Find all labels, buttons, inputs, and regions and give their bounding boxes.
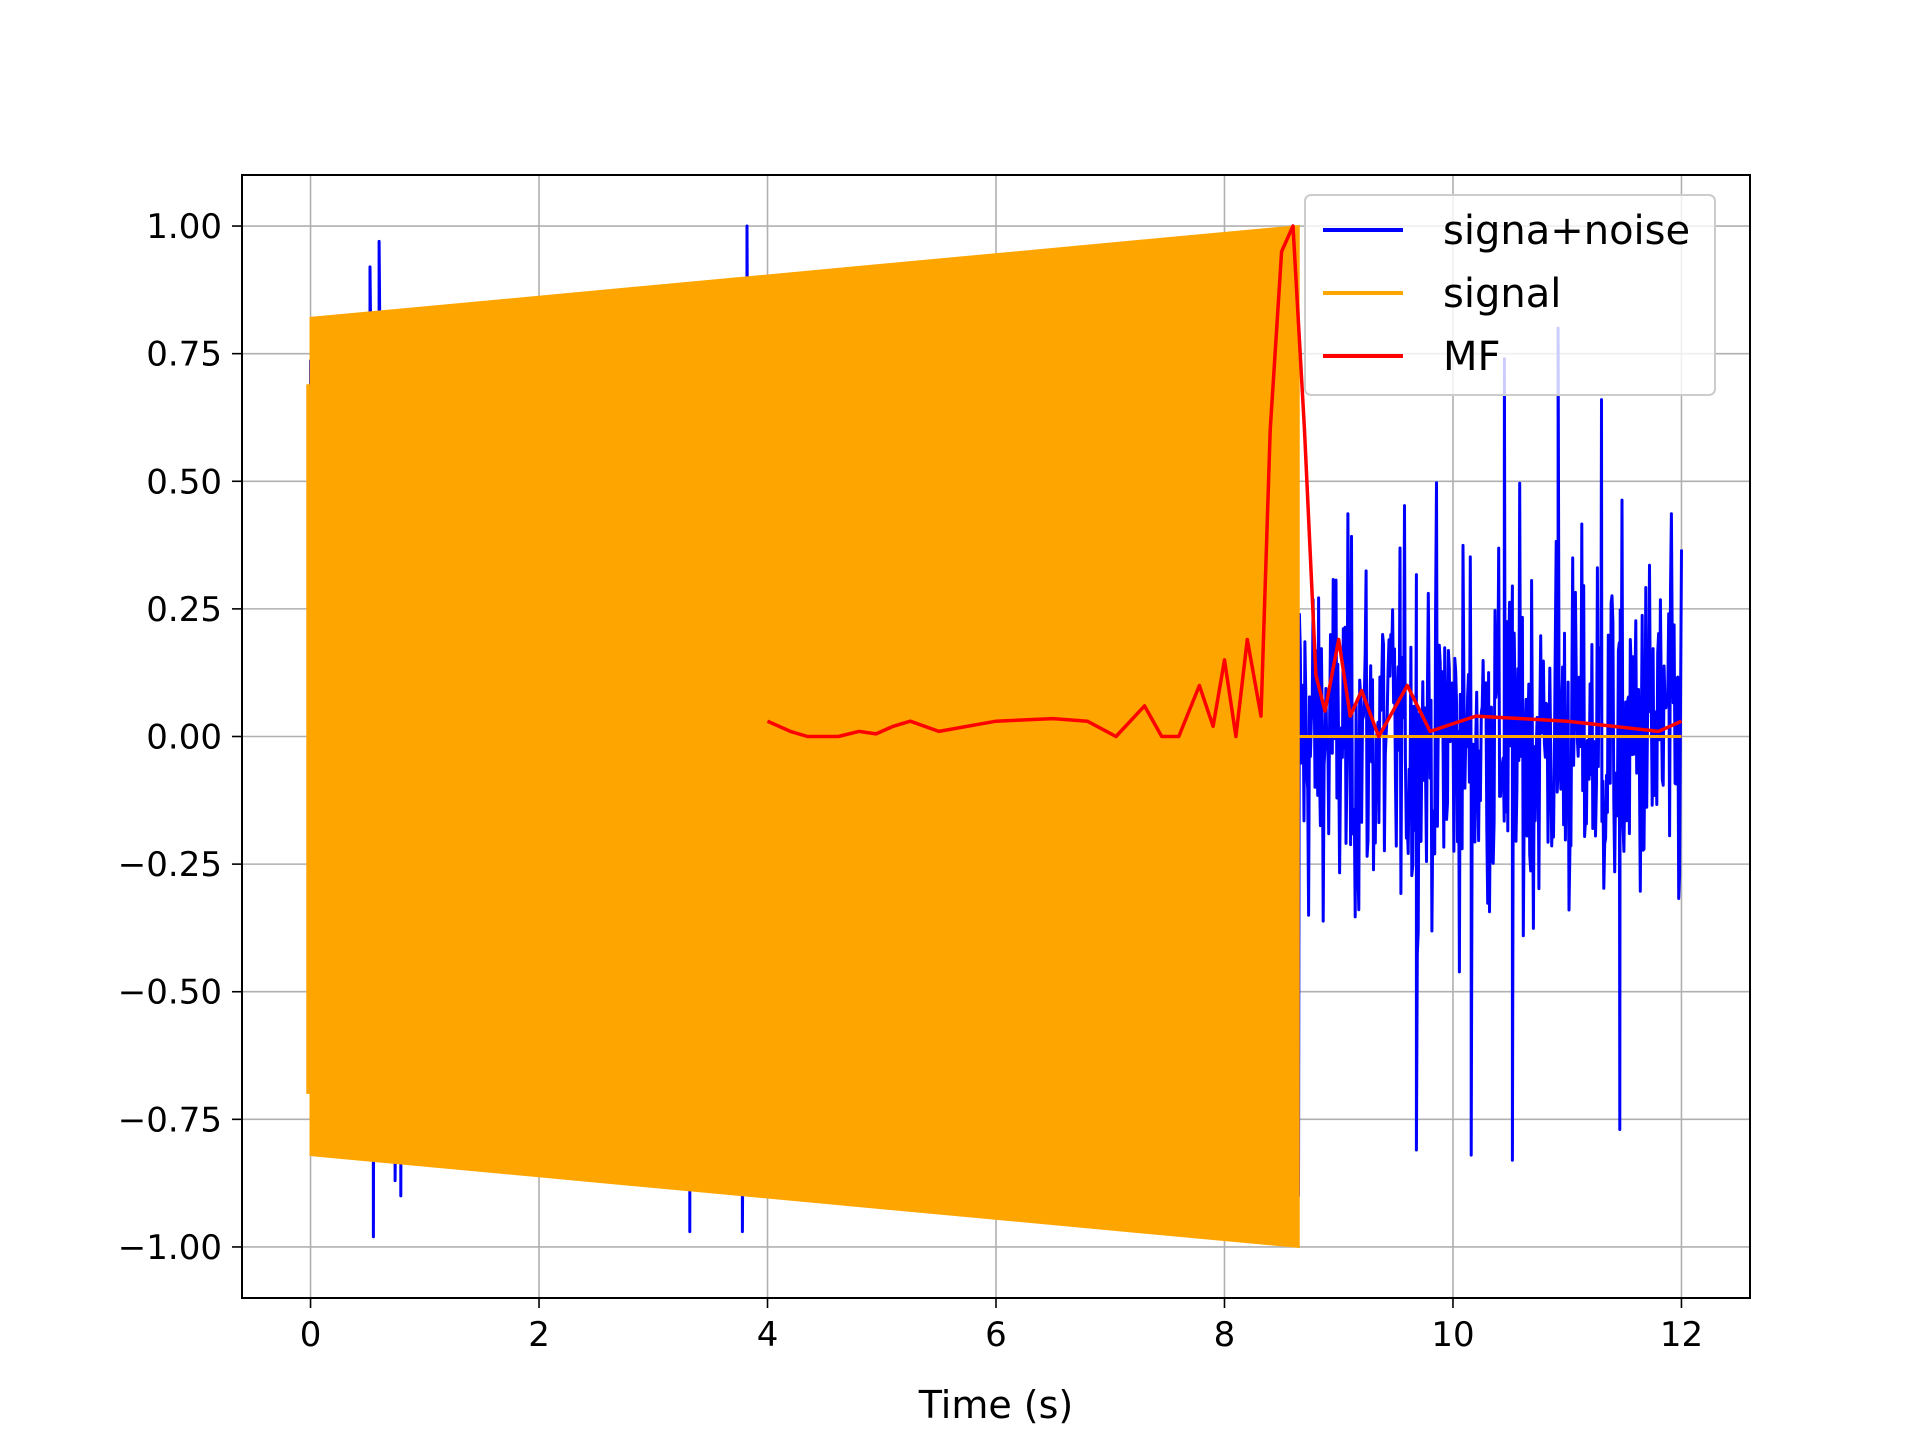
legend-label: MF bbox=[1443, 334, 1501, 380]
x-tick-label: 12 bbox=[1660, 1315, 1703, 1355]
x-tick-label: 8 bbox=[1214, 1315, 1236, 1355]
x-tick-label: 10 bbox=[1431, 1315, 1474, 1355]
legend: signa+noise signal MF bbox=[1304, 194, 1716, 396]
y-axis: 1.00 0.75 0.50 0.25 0.00 −0.25 −0.50 −0.75 −1.00 bbox=[118, 207, 242, 1268]
y-tick-label: 0.75 bbox=[146, 335, 222, 375]
y-tick-label: 1.00 bbox=[146, 207, 222, 247]
y-tick-label: 0.50 bbox=[146, 462, 222, 502]
x-tick-label: 2 bbox=[528, 1315, 550, 1355]
x-tick-label: 4 bbox=[757, 1315, 779, 1355]
y-tick-label: −0.50 bbox=[118, 973, 222, 1013]
x-axis-label: Time (s) bbox=[918, 1383, 1074, 1427]
legend-box bbox=[1304, 194, 1716, 396]
y-tick-label: −1.00 bbox=[118, 1228, 222, 1268]
legend-label: signa+noise bbox=[1443, 208, 1690, 254]
y-tick-label: 0.25 bbox=[146, 590, 222, 630]
series-mf-line bbox=[766, 224, 1683, 739]
x-tick-label: 0 bbox=[300, 1315, 322, 1355]
x-axis: 0 2 4 6 8 10 12 bbox=[300, 1298, 1703, 1355]
series-layer bbox=[306, 224, 1683, 1249]
legend-label: signal bbox=[1443, 271, 1561, 317]
y-tick-label: −0.25 bbox=[118, 845, 222, 885]
y-tick-label: −0.75 bbox=[118, 1100, 222, 1140]
y-tick-label: 0.00 bbox=[146, 718, 222, 758]
x-tick-label: 6 bbox=[985, 1315, 1007, 1355]
